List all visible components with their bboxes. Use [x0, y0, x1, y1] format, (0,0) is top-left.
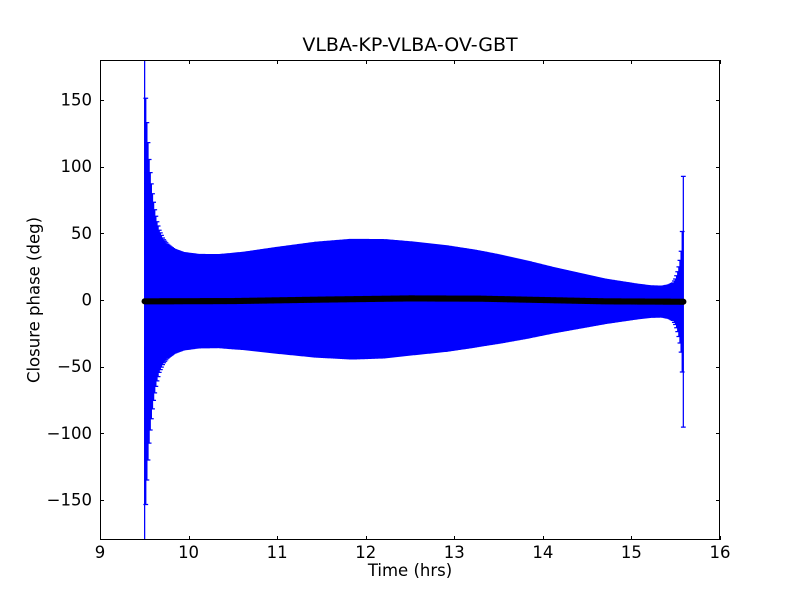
- svg-text:11: 11: [267, 543, 288, 562]
- svg-text:9: 9: [95, 543, 106, 562]
- svg-text:50: 50: [71, 224, 92, 243]
- svg-text:−150: −150: [47, 491, 92, 510]
- svg-text:13: 13: [444, 543, 465, 562]
- svg-text:14: 14: [532, 543, 553, 562]
- svg-text:150: 150: [61, 91, 93, 110]
- svg-text:15: 15: [621, 543, 642, 562]
- svg-text:12: 12: [355, 543, 376, 562]
- x-axis-label: Time (hrs): [367, 561, 453, 580]
- y-tick-labels: −150 −100 −50 0 50 100 150: [47, 91, 92, 510]
- svg-text:100: 100: [61, 157, 93, 176]
- axis-ticks: [100, 60, 721, 540]
- x-tick-labels: 9 10 11 12 13 14 15 16: [95, 543, 731, 562]
- data-markers-series: [141, 295, 687, 305]
- svg-text:−50: −50: [57, 357, 92, 376]
- svg-text:10: 10: [178, 543, 199, 562]
- y-axis-label: Closure phase (deg): [24, 216, 44, 384]
- chart-title: VLBA-KP-VLBA-OV-GBT: [302, 34, 518, 56]
- svg-text:−100: −100: [47, 424, 92, 443]
- svg-text:16: 16: [710, 543, 731, 562]
- svg-text:0: 0: [82, 291, 93, 310]
